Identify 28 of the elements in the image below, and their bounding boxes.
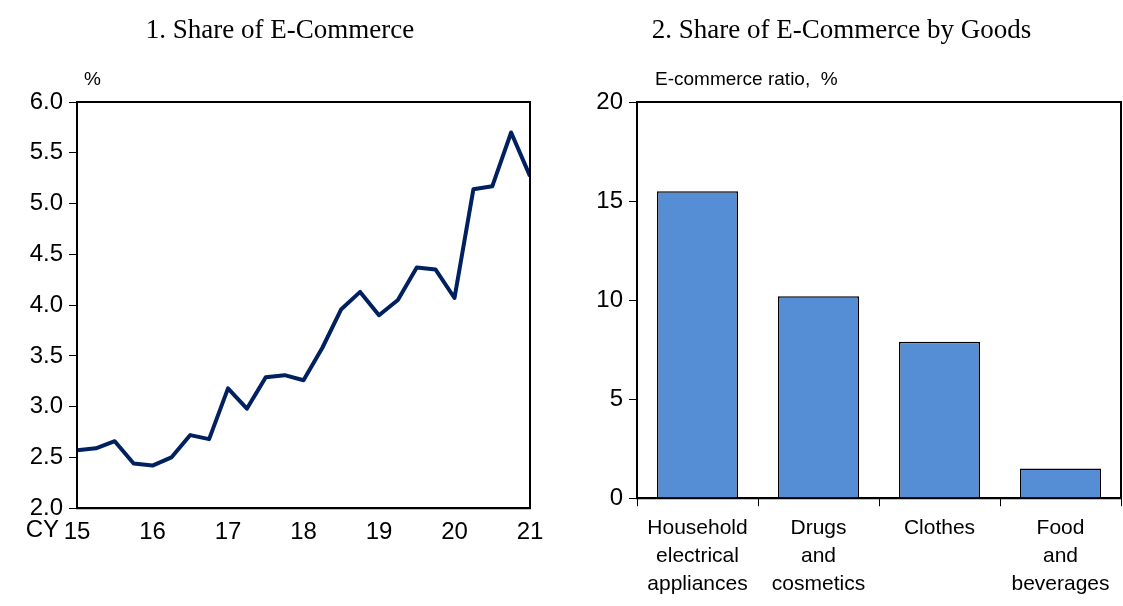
y-tick-label: 20 bbox=[596, 86, 623, 114]
x-tick-label: 19 bbox=[365, 517, 393, 545]
x-tick-label: 21 bbox=[516, 517, 544, 545]
y-tick-label: 4.0 bbox=[29, 289, 63, 317]
y-tick-label: 5 bbox=[609, 383, 623, 411]
x-tick-label: Food and beverages bbox=[1011, 514, 1110, 594]
y-axis-title: E-commerce ratio, % bbox=[655, 68, 838, 90]
chart-title: 1. Share of E-Commerce bbox=[144, 14, 416, 45]
x-tick-label: 16 bbox=[139, 517, 166, 545]
x-tick-label: 17 bbox=[214, 517, 242, 545]
chart-title: 2. Share of E-Commerce by Goods bbox=[650, 14, 1033, 45]
y-tick-label: 15 bbox=[596, 185, 623, 213]
y-tick-label: 2.5 bbox=[29, 442, 63, 470]
x-tick-label: Drugs and cosmetics bbox=[771, 514, 866, 594]
y-tick-label: 3.5 bbox=[29, 340, 63, 368]
y-axis-title: % bbox=[84, 68, 101, 90]
x-tick-label: 18 bbox=[290, 517, 317, 545]
x-tick-label: 20 bbox=[441, 517, 468, 545]
y-tick-label: 0 bbox=[609, 482, 623, 510]
y-tick-label: 5.5 bbox=[29, 137, 63, 165]
y-tick-label: 4.5 bbox=[29, 238, 63, 266]
y-tick-label: 6.0 bbox=[29, 86, 63, 114]
y-tick-label: 3.0 bbox=[29, 391, 63, 419]
x-tick-label: 15 bbox=[63, 517, 91, 545]
y-tick-label: 10 bbox=[596, 284, 623, 312]
x-tick-label: Household electrical appliances bbox=[647, 514, 748, 594]
x-tick-label: Clothes bbox=[903, 514, 976, 538]
y-tick-label: 5.0 bbox=[29, 188, 63, 216]
